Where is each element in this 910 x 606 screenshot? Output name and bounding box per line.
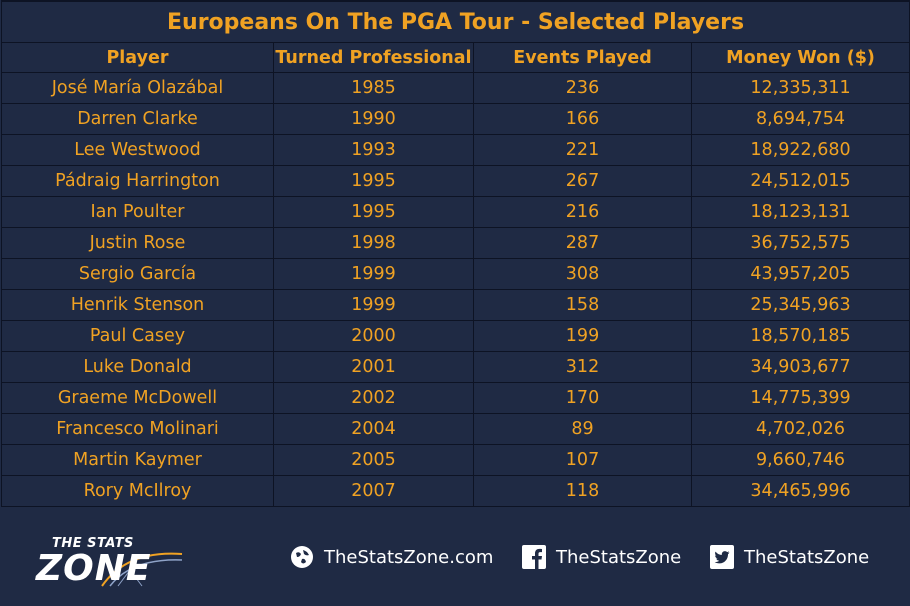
table-row: Graeme McDowell 2002 170 14,775,399 <box>1 382 910 414</box>
cell-money-won: 12,335,311 <box>690 72 910 104</box>
cell-money-won: 43,957,205 <box>690 258 910 290</box>
cell-turned-professional: 1993 <box>273 134 474 166</box>
cell-events-played: 89 <box>473 413 692 445</box>
cell-player: Justin Rose <box>1 227 274 259</box>
cell-player: Darren Clarke <box>1 103 274 135</box>
table-body: José María Olazábal 1985 236 12,335,311 Darr… <box>1 72 910 507</box>
table-row: Luke Donald 2001 312 34,903,677 <box>1 351 910 383</box>
cell-turned-professional: 1998 <box>273 227 474 259</box>
cell-player: Martin Kaymer <box>1 444 274 476</box>
table-row: Martin Kaymer 2005 107 9,660,746 <box>1 444 910 476</box>
footer: THE STATS ZONE TheStatsZone.com TheStats… <box>0 508 910 606</box>
cell-money-won: 34,903,677 <box>690 351 910 383</box>
table-row: Lee Westwood 1993 221 18,922,680 <box>1 134 910 166</box>
cell-money-won: 24,512,015 <box>690 165 910 197</box>
table-row: Darren Clarke 1990 166 8,694,754 <box>1 103 910 135</box>
table-row: Rory McIlroy 2007 118 34,465,996 <box>1 475 910 507</box>
globe-icon <box>290 545 314 569</box>
cell-money-won: 4,702,026 <box>690 413 910 445</box>
twitter-icon <box>710 545 734 569</box>
table-row: Justin Rose 1998 287 36,752,575 <box>1 227 910 259</box>
cell-player: José María Olazábal <box>1 72 274 104</box>
stats-zone-logo: THE STATS ZONE <box>32 530 192 592</box>
cell-player: Sergio García <box>1 258 274 290</box>
column-header-player: Player <box>1 42 274 73</box>
logo-text-main: ZONE <box>36 548 152 589</box>
cell-turned-professional: 2002 <box>273 382 474 414</box>
cell-player: Ian Poulter <box>1 196 274 228</box>
column-header-money-won: Money Won ($) <box>690 42 910 73</box>
table-row: Ian Poulter 1995 216 18,123,131 <box>1 196 910 228</box>
cell-events-played: 312 <box>473 351 692 383</box>
logo-graphic <box>101 552 183 587</box>
cell-player: Graeme McDowell <box>1 382 274 414</box>
cell-events-played: 287 <box>473 227 692 259</box>
table-title: Europeans On The PGA Tour - Selected Pla… <box>0 0 910 43</box>
cell-player: Henrik Stenson <box>1 289 274 321</box>
cell-player: Paul Casey <box>1 320 274 352</box>
cell-turned-professional: 2005 <box>273 444 474 476</box>
column-header-turned-professional: Turned Professional <box>273 42 474 73</box>
cell-money-won: 18,570,185 <box>690 320 910 352</box>
cell-turned-professional: 2007 <box>273 475 474 507</box>
logo-text-top: THE STATS <box>52 536 134 551</box>
cell-turned-professional: 2004 <box>273 413 474 445</box>
cell-player: Pádraig Harrington <box>1 165 274 197</box>
cell-money-won: 18,123,131 <box>690 196 910 228</box>
cell-money-won: 9,660,746 <box>690 444 910 476</box>
twitter-text: TheStatsZone <box>744 546 870 568</box>
cell-money-won: 25,345,963 <box>690 289 910 321</box>
stats-table: Europeans On The PGA Tour - Selected Pla… <box>0 0 910 507</box>
cell-events-played: 267 <box>473 165 692 197</box>
website-text: TheStatsZone.com <box>324 546 494 568</box>
cell-events-played: 166 <box>473 103 692 135</box>
stats-table-container: Europeans On The PGA Tour - Selected Pla… <box>0 0 910 508</box>
table-row: Pádraig Harrington 1995 267 24,512,015 <box>1 165 910 197</box>
cell-money-won: 34,465,996 <box>690 475 910 507</box>
cell-turned-professional: 1995 <box>273 196 474 228</box>
cell-events-played: 170 <box>473 382 692 414</box>
cell-turned-professional: 1990 <box>273 103 474 135</box>
cell-turned-professional: 2001 <box>273 351 474 383</box>
cell-turned-professional: 1985 <box>273 72 474 104</box>
table-row: Henrik Stenson 1999 158 25,345,963 <box>1 289 910 321</box>
cell-money-won: 36,752,575 <box>690 227 910 259</box>
cell-player: Francesco Molinari <box>1 413 274 445</box>
cell-events-played: 236 <box>473 72 692 104</box>
facebook-icon <box>522 545 546 569</box>
table-row: Paul Casey 2000 199 18,570,185 <box>1 320 910 352</box>
cell-events-played: 107 <box>473 444 692 476</box>
table-row: Sergio García 1999 308 43,957,205 <box>1 258 910 290</box>
cell-events-played: 221 <box>473 134 692 166</box>
cell-money-won: 18,922,680 <box>690 134 910 166</box>
facebook-text: TheStatsZone <box>556 546 682 568</box>
column-header-events-played: Events Played <box>473 42 692 73</box>
cell-player: Luke Donald <box>1 351 274 383</box>
cell-money-won: 8,694,754 <box>690 103 910 135</box>
cell-turned-professional: 1995 <box>273 165 474 197</box>
facebook-link[interactable]: TheStatsZone <box>522 544 681 570</box>
cell-events-played: 308 <box>473 258 692 290</box>
cell-events-played: 199 <box>473 320 692 352</box>
twitter-link[interactable]: TheStatsZone <box>710 544 869 570</box>
cell-events-played: 158 <box>473 289 692 321</box>
cell-events-played: 118 <box>473 475 692 507</box>
cell-turned-professional: 1999 <box>273 289 474 321</box>
cell-turned-professional: 1999 <box>273 258 474 290</box>
table-row: Francesco Molinari 2004 89 4,702,026 <box>1 413 910 445</box>
cell-player: Lee Westwood <box>1 134 274 166</box>
website-link[interactable]: TheStatsZone.com <box>290 544 493 570</box>
table-row: José María Olazábal 1985 236 12,335,311 <box>1 72 910 104</box>
cell-player: Rory McIlroy <box>1 475 274 507</box>
cell-events-played: 216 <box>473 196 692 228</box>
cell-money-won: 14,775,399 <box>690 382 910 414</box>
cell-turned-professional: 2000 <box>273 320 474 352</box>
